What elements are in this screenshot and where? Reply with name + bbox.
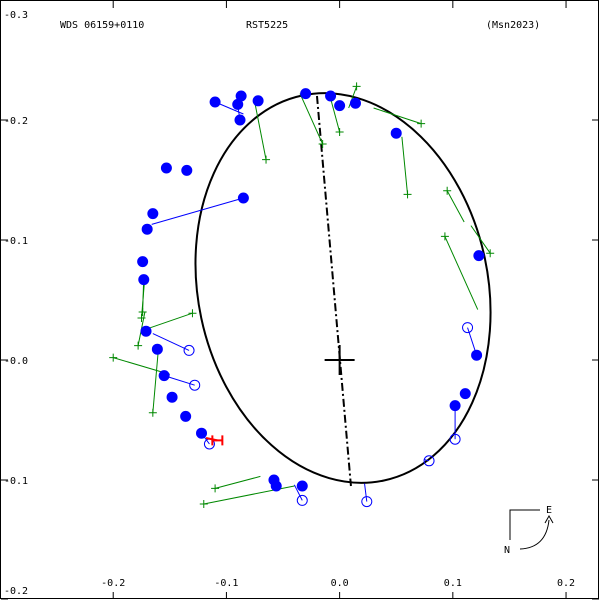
blue-open-measure-point: [462, 322, 474, 334]
green-measure-point: [335, 128, 344, 136]
green-measure-point: [188, 309, 197, 318]
blue-open-residual-line: [293, 484, 303, 501]
green-residual-line: [444, 236, 479, 310]
compass-frame: [509, 509, 540, 540]
blue-filled-measure-point: [158, 370, 170, 382]
y-tick-label: -0.3: [4, 10, 28, 21]
compass-arrow-icon: [544, 514, 554, 524]
green-residual-line: [254, 101, 267, 160]
blue-filled-measure-point: [234, 114, 246, 126]
green-residual-line: [299, 93, 324, 145]
blue-filled-measure-point: [138, 274, 150, 286]
y-tick-label: -0.2: [4, 116, 28, 127]
compass-east-label: E: [546, 505, 552, 516]
x-tick-label: 0.0: [331, 578, 349, 589]
blue-open-residual-line: [152, 333, 190, 351]
blue-open-measure-point: [423, 455, 435, 467]
blue-open-measure-point: [449, 433, 461, 445]
blue-filled-measure-point: [160, 162, 172, 174]
x-tick-label: -0.1: [214, 578, 238, 589]
blue-filled-measure-point: [137, 256, 149, 268]
blue-filled-measure-point: [473, 250, 485, 262]
green-residual-line: [152, 347, 159, 413]
green-residual-line: [147, 312, 193, 330]
y-tick-label: -0.1: [4, 236, 28, 247]
line-of-nodes: [315, 95, 352, 487]
highlight-measure-point: [211, 435, 224, 446]
green-measure-point: [352, 82, 361, 91]
blue-filled-measure-point: [334, 100, 346, 112]
blue-filled-measure-point: [151, 343, 163, 355]
green-measure-point: [486, 249, 495, 258]
blue-filled-measure-point: [390, 127, 402, 139]
blue-filled-measure-point: [300, 88, 312, 100]
green-residual-line: [214, 475, 261, 489]
x-axis-ticks: -0.2 -0.1 0.0 0.1 0.2: [101, 1, 575, 599]
blue-filled-measure-point: [349, 97, 361, 109]
green-measure-point: [440, 232, 449, 241]
green-residual-line: [446, 190, 465, 223]
blue-filled-measure-point: [180, 410, 192, 422]
blue-filled-measure-point: [140, 325, 152, 337]
blue-filled-measure-point: [449, 400, 461, 412]
green-residual-line: [348, 86, 358, 109]
green-measure-point: [262, 155, 271, 164]
blue-residual-line: [151, 197, 244, 225]
y-tick-label: -0.1: [4, 476, 28, 487]
header-left: WDS 06159+0110: [60, 20, 144, 31]
green-measure-point: [318, 140, 327, 148]
y-tick-label: -0.2: [4, 586, 28, 597]
green-residual-line: [401, 136, 409, 195]
green-measure-point: [137, 314, 146, 322]
blue-open-measure-point: [183, 344, 195, 356]
blue-filled-measure-point: [166, 391, 178, 403]
blue-filled-measure-point: [141, 223, 153, 235]
green-measure-point: [417, 119, 426, 128]
chart-marks: [109, 82, 495, 508]
green-measure-point: [403, 190, 412, 199]
blue-filled-measure-point: [471, 349, 483, 361]
blue-filled-measure-point: [209, 96, 221, 108]
blue-filled-measure-point: [459, 388, 471, 400]
x-tick-label: -0.2: [101, 578, 125, 589]
green-measure-point: [148, 408, 157, 417]
blue-filled-measure-point: [232, 98, 244, 110]
green-measure-point: [134, 341, 143, 350]
compass-north-label: N: [504, 545, 510, 556]
blue-filled-measure-point: [147, 208, 159, 220]
blue-filled-measure-point: [196, 427, 208, 439]
x-tick-label: 0.1: [444, 578, 462, 589]
green-residual-line: [470, 225, 491, 254]
blue-open-residual-line: [424, 459, 430, 462]
green-measure-point: [109, 353, 118, 362]
blue-filled-measure-point: [252, 95, 264, 107]
blue-filled-measure-point: [296, 480, 308, 492]
green-measure-point: [199, 500, 208, 508]
blue-open-measure-point: [361, 496, 373, 508]
green-measure-point: [443, 186, 452, 195]
blue-filled-measure-point: [325, 90, 337, 102]
green-residual-line: [330, 98, 341, 133]
header-right: (Msn2023): [486, 20, 540, 31]
compass-arc: [519, 519, 550, 550]
green-residual-line: [373, 107, 422, 125]
blue-open-measure-point: [189, 379, 201, 391]
y-tick-label: -0.0: [4, 356, 28, 367]
header-center: RST5225: [246, 20, 288, 31]
blue-open-residual-line: [364, 483, 368, 502]
blue-filled-measure-point: [237, 192, 249, 204]
blue-filled-measure-point: [270, 480, 282, 492]
x-tick-label: 0.2: [557, 578, 575, 589]
blue-filled-measure-point: [181, 164, 193, 176]
green-measure-point: [211, 484, 220, 493]
blue-open-measure-point: [296, 494, 308, 506]
compass: E N: [504, 505, 554, 556]
